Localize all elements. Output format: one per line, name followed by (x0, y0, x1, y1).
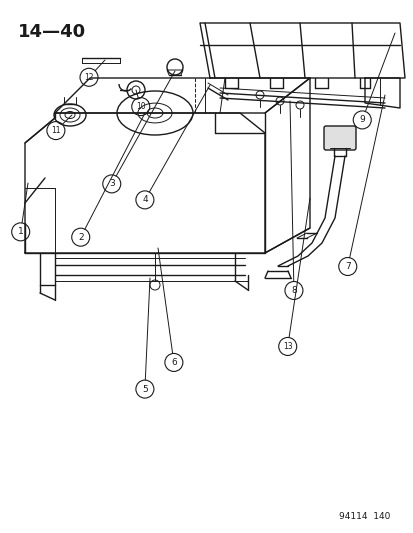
Text: 8: 8 (290, 286, 296, 295)
Text: 5: 5 (142, 385, 147, 393)
Text: 10: 10 (135, 102, 145, 111)
Text: 13: 13 (282, 342, 292, 351)
FancyBboxPatch shape (323, 126, 355, 150)
Text: 6: 6 (171, 358, 176, 367)
Text: 12: 12 (84, 73, 93, 82)
Text: 11: 11 (51, 126, 60, 135)
Text: 2: 2 (78, 233, 83, 241)
Text: 1: 1 (18, 228, 24, 236)
Text: 14—40: 14—40 (18, 23, 86, 41)
Text: 9: 9 (358, 116, 364, 124)
Text: 7: 7 (344, 262, 350, 271)
Text: 94114  140: 94114 140 (338, 512, 389, 521)
Text: 4: 4 (142, 196, 147, 204)
Text: 3: 3 (109, 180, 114, 188)
